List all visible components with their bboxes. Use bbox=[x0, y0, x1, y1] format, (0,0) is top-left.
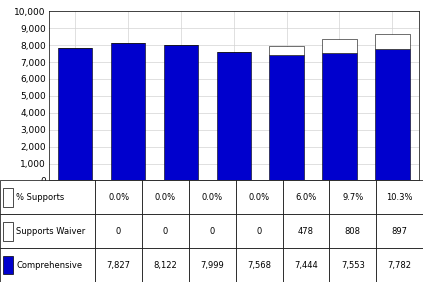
Text: 9.7%: 9.7% bbox=[342, 193, 363, 202]
FancyBboxPatch shape bbox=[0, 248, 95, 282]
Text: 808: 808 bbox=[345, 227, 361, 236]
FancyBboxPatch shape bbox=[236, 248, 283, 282]
FancyBboxPatch shape bbox=[236, 214, 283, 248]
FancyBboxPatch shape bbox=[3, 222, 13, 241]
Text: 0: 0 bbox=[163, 227, 168, 236]
FancyBboxPatch shape bbox=[0, 180, 95, 214]
Bar bbox=[375, 34, 409, 49]
Text: 10.3%: 10.3% bbox=[386, 193, 413, 202]
Text: 7,568: 7,568 bbox=[247, 261, 271, 270]
FancyBboxPatch shape bbox=[95, 214, 142, 248]
Text: 7,553: 7,553 bbox=[341, 261, 365, 270]
Bar bbox=[164, 45, 198, 180]
Text: 0: 0 bbox=[210, 227, 215, 236]
Text: 7,999: 7,999 bbox=[201, 261, 224, 270]
Text: 478: 478 bbox=[298, 227, 314, 236]
Bar bbox=[58, 48, 92, 180]
Text: 7,827: 7,827 bbox=[107, 261, 131, 270]
Text: 8,122: 8,122 bbox=[154, 261, 177, 270]
Bar bbox=[322, 39, 357, 53]
FancyBboxPatch shape bbox=[376, 180, 423, 214]
Text: 0: 0 bbox=[116, 227, 121, 236]
Text: 0.0%: 0.0% bbox=[155, 193, 176, 202]
FancyBboxPatch shape bbox=[3, 188, 13, 207]
Text: % Supports: % Supports bbox=[16, 193, 64, 202]
Text: 7,444: 7,444 bbox=[294, 261, 318, 270]
Text: Supports Waiver: Supports Waiver bbox=[16, 227, 85, 236]
FancyBboxPatch shape bbox=[142, 214, 189, 248]
Text: 6.0%: 6.0% bbox=[295, 193, 316, 202]
Text: Comprehensive: Comprehensive bbox=[16, 261, 82, 270]
FancyBboxPatch shape bbox=[142, 180, 189, 214]
Text: 0: 0 bbox=[256, 227, 262, 236]
FancyBboxPatch shape bbox=[95, 180, 142, 214]
FancyBboxPatch shape bbox=[3, 256, 13, 274]
FancyBboxPatch shape bbox=[142, 248, 189, 282]
FancyBboxPatch shape bbox=[0, 214, 95, 248]
Bar bbox=[269, 54, 304, 180]
Text: 897: 897 bbox=[392, 227, 408, 236]
FancyBboxPatch shape bbox=[189, 214, 236, 248]
FancyBboxPatch shape bbox=[189, 248, 236, 282]
FancyBboxPatch shape bbox=[330, 214, 376, 248]
Text: 0.0%: 0.0% bbox=[108, 193, 129, 202]
FancyBboxPatch shape bbox=[376, 214, 423, 248]
FancyBboxPatch shape bbox=[283, 214, 330, 248]
Text: 0.0%: 0.0% bbox=[249, 193, 269, 202]
FancyBboxPatch shape bbox=[189, 180, 236, 214]
FancyBboxPatch shape bbox=[283, 180, 330, 214]
FancyBboxPatch shape bbox=[330, 180, 376, 214]
Bar bbox=[269, 47, 304, 54]
FancyBboxPatch shape bbox=[376, 248, 423, 282]
FancyBboxPatch shape bbox=[95, 248, 142, 282]
Bar bbox=[217, 52, 251, 180]
Bar bbox=[375, 49, 409, 180]
Bar bbox=[111, 43, 145, 180]
Text: 7,782: 7,782 bbox=[387, 261, 412, 270]
FancyBboxPatch shape bbox=[330, 248, 376, 282]
Text: 0.0%: 0.0% bbox=[202, 193, 223, 202]
FancyBboxPatch shape bbox=[283, 248, 330, 282]
Bar bbox=[322, 53, 357, 180]
FancyBboxPatch shape bbox=[236, 180, 283, 214]
